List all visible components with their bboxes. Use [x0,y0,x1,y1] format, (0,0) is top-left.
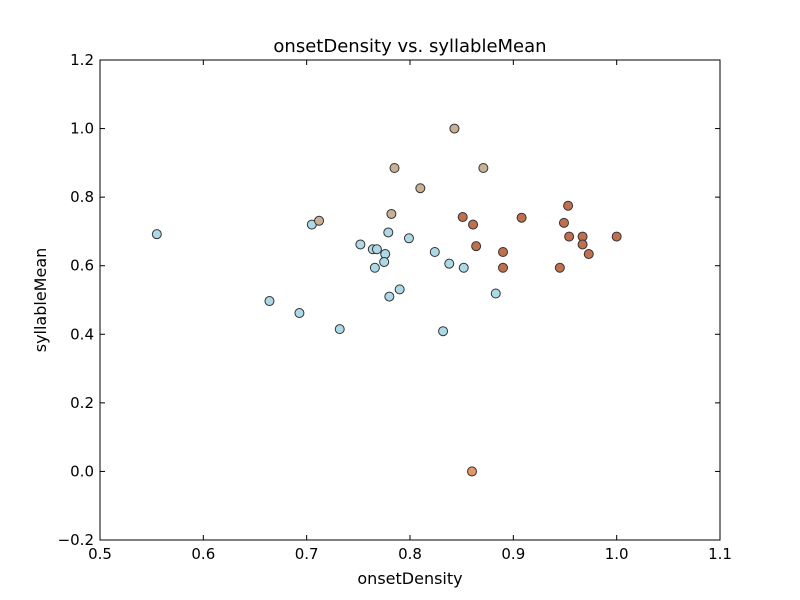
y-tick-label: 0.4 [70,325,94,343]
data-point [490,288,501,299]
x-axis-label: onsetDensity [357,569,462,588]
chart-title: onsetDensity vs. syllableMean [273,36,546,57]
data-point [389,163,400,173]
data-point [334,324,345,335]
data-point [558,217,569,228]
data-point [498,247,508,257]
data-point [577,239,588,250]
points-layer [151,123,622,477]
plot-frame [99,59,721,541]
data-point [611,231,622,242]
data-point [583,249,594,260]
data-point [449,123,460,134]
data-point [294,308,305,319]
data-point [151,229,162,240]
data-point [516,212,527,223]
x-tick-label: 1.0 [605,545,629,563]
data-point [438,326,449,337]
x-tick-label: 0.7 [295,545,319,563]
data-point [498,262,508,273]
data-point [554,262,565,273]
data-point [369,262,380,273]
x-tick-label: 0.6 [191,545,215,563]
data-point [468,219,479,230]
data-point [458,262,469,273]
data-point [444,258,455,269]
data-point [563,200,574,211]
y-tick-label: 1.2 [70,51,94,69]
data-point [264,296,275,307]
x-tick-label: 0.5 [88,545,112,563]
data-point [457,212,468,223]
data-point [471,241,482,252]
x-tick-label: 0.8 [398,545,422,563]
data-point [379,256,390,267]
y-tick-label: 0.6 [70,257,94,275]
data-point [386,208,397,219]
data-point [429,247,440,257]
data-point [371,244,382,255]
data-point [394,284,405,295]
y-tick-label: 0.8 [70,188,94,206]
ticks-layer: 0.5 0.6 0.7 0.8 0.9 1.0 1.1 −0.2 0.0 0.2 0.4 0.6 0.8… [58,51,732,563]
y-tick-label: −0.2 [58,531,94,549]
data-point [564,231,575,242]
y-tick-label: 1.0 [70,120,94,138]
x-tick-label: 1.1 [708,545,732,563]
data-point [314,215,325,226]
y-tick-label: 0.0 [70,462,94,480]
data-point [403,233,414,244]
data-point [415,183,426,194]
data-point [355,239,366,250]
x-tick-label: 0.9 [501,545,525,563]
y-tick-label: 0.2 [70,394,94,412]
y-axis-label: syllableMean [31,248,50,353]
data-point [467,466,477,477]
data-point [384,291,395,302]
data-point [478,163,489,173]
data-point [383,227,394,238]
